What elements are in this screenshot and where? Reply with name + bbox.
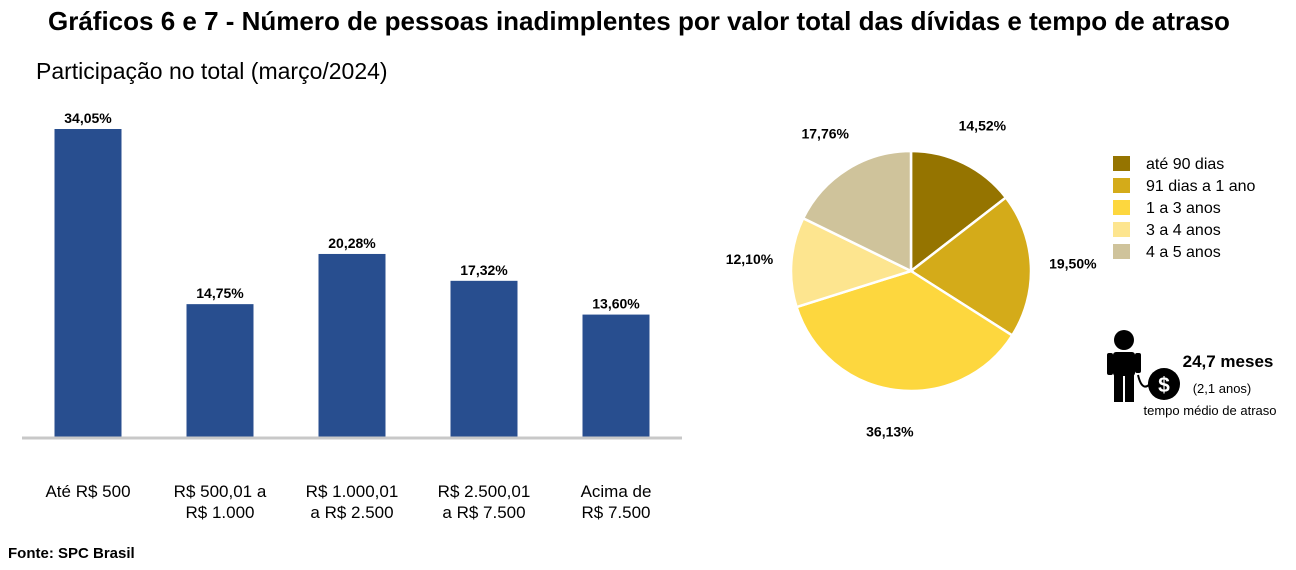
average-delay-box: $ 24,7 meses (2,1 anos) tempo médio de a… — [1107, 330, 1276, 418]
bar-value-label: 13,60% — [592, 296, 640, 312]
legend-label: 91 dias a 1 ano — [1146, 178, 1256, 195]
pie-slice — [789, 216, 915, 309]
legend-label: até 90 dias — [1146, 156, 1224, 173]
legend-swatch — [1113, 178, 1130, 193]
bar-value-label: 20,28% — [328, 235, 376, 251]
legend-swatch — [1113, 222, 1130, 237]
pie-value-label: 36,13% — [866, 424, 914, 440]
bar — [318, 253, 386, 438]
bar-value-label: 14,75% — [196, 285, 244, 301]
category-label: a R$ 2.500 — [310, 503, 393, 522]
category-label: R$ 500,01 a — [174, 482, 267, 501]
bar — [186, 304, 254, 438]
pie-value-label: 12,10% — [726, 251, 774, 267]
legend-label: 1 a 3 anos — [1146, 200, 1221, 217]
source-note: Fonte: SPC Brasil — [8, 545, 135, 562]
legend-swatch — [1113, 156, 1130, 171]
category-label: R$ 1.000,01 — [306, 482, 399, 501]
pie-slice — [908, 195, 1033, 338]
pie-value-label: 19,50% — [1049, 256, 1097, 272]
category-label: a R$ 7.500 — [442, 503, 525, 522]
pie-value-label: 14,52% — [959, 118, 1007, 134]
pie-slice — [794, 269, 1014, 393]
category-label: R$ 1.000 — [186, 503, 255, 522]
legend-swatch — [1113, 200, 1130, 215]
category-label: R$ 2.500,01 — [438, 482, 531, 501]
bar — [450, 280, 518, 438]
bar-value-label: 34,05% — [64, 110, 112, 126]
pie-legend: até 90 dias 91 dias a 1 ano 1 a 3 anos 3 a … — [1113, 156, 1256, 261]
average-delay-value: 24,7 meses — [1183, 352, 1274, 371]
average-delay-years: (2,1 anos) — [1193, 381, 1252, 396]
category-label: Acima de — [581, 482, 652, 501]
pie-chart: 14,52% 19,50% 36,13% 12,10% 17,76% — [726, 118, 1097, 440]
average-delay-caption: tempo médio de atraso — [1144, 403, 1277, 418]
legend-label: 4 a 5 anos — [1146, 244, 1221, 261]
category-label: R$ 7.500 — [582, 503, 651, 522]
pie-value-label: 17,76% — [801, 126, 849, 142]
svg-text:$: $ — [1158, 374, 1170, 397]
pie-slice — [801, 149, 913, 274]
pie-slice — [909, 149, 1008, 274]
category-label: Até R$ 500 — [45, 482, 130, 501]
legend-swatch — [1113, 244, 1130, 259]
chart-subtitle: Participação no total (março/2024) — [36, 58, 388, 84]
chart-title: Gráficos 6 e 7 - Número de pessoas inadi… — [48, 6, 1230, 36]
bar-value-label: 17,32% — [460, 262, 508, 278]
bar-chart: 34,05% Até R$ 500 14,75% R$ 500,01 a R$ 1.00… — [22, 110, 682, 522]
bar — [582, 314, 650, 438]
bar — [54, 129, 122, 438]
person-with-money-icon: $ — [1107, 330, 1180, 402]
legend-label: 3 a 4 anos — [1146, 222, 1221, 239]
